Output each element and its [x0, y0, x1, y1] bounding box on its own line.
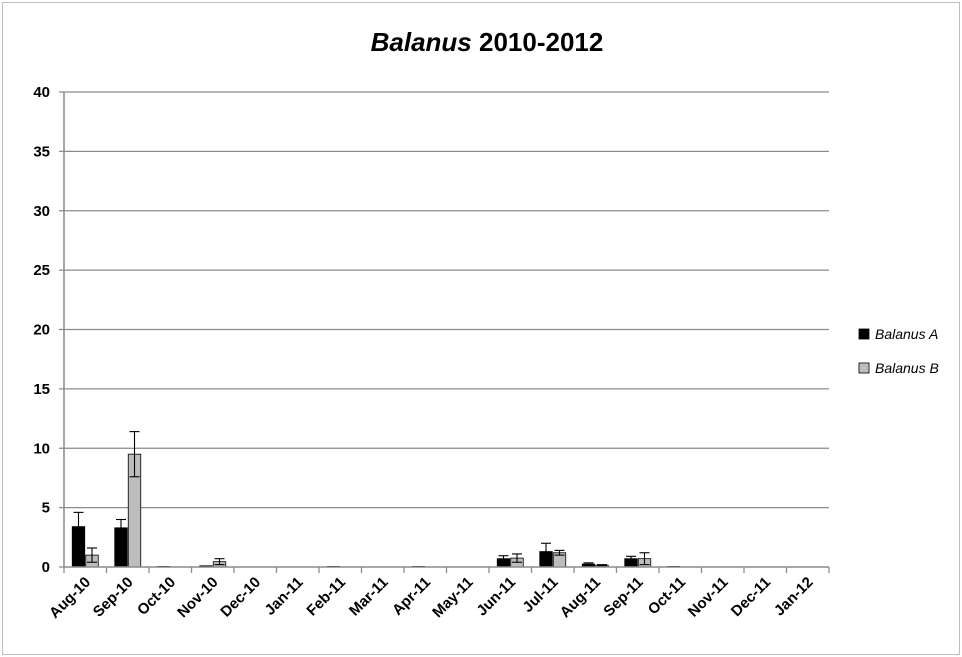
error-bar: [541, 542, 551, 561]
x-tick-label: Aug-11: [557, 574, 604, 621]
legend-swatch: [858, 328, 870, 340]
x-tick-label: Oct-11: [645, 574, 689, 618]
error-bar: [498, 555, 509, 563]
x-tick-label: Jul-11: [519, 574, 561, 616]
error-bar: [626, 555, 636, 562]
error-bar: [73, 511, 84, 542]
y-tick-label: 20: [33, 322, 50, 339]
legend: Balanus A Balanus B: [858, 326, 939, 376]
x-tick-label: Feb-11: [303, 574, 349, 620]
error-bar: [116, 518, 126, 537]
y-tick-label: 15: [33, 381, 50, 398]
x-tick-label: Nov-11: [685, 574, 732, 621]
x-tick-label: Jan-11: [262, 574, 307, 619]
x-tick-label: Oct-10: [134, 574, 179, 619]
y-tick-label: 0: [42, 559, 50, 576]
error-bar: [87, 547, 97, 563]
y-tick-label: 40: [33, 84, 50, 101]
y-tick-label: 10: [33, 440, 50, 457]
x-tick-label: Jun-11: [473, 574, 519, 620]
error-bar: [639, 552, 650, 566]
x-tick-label: Sep-11: [600, 574, 646, 620]
legend-label: Balanus A: [875, 326, 938, 342]
x-tick-label: Apr-11: [389, 574, 434, 619]
legend-item: Balanus A: [858, 326, 938, 342]
chart-title-italic: Balanus: [371, 27, 472, 57]
y-axis-ticks: 0 5 10 15 20 25 30 35 40: [33, 84, 64, 576]
error-bar: [597, 564, 607, 567]
x-tick-label: May-11: [429, 574, 476, 621]
error-bar: [214, 558, 225, 566]
chart-title-years: 2010-2012: [479, 27, 603, 57]
legend-swatch: [858, 362, 870, 374]
x-tick-label: Jan-12: [771, 574, 817, 620]
error-bar: [129, 431, 140, 478]
x-tick-label: Sep-10: [90, 574, 137, 621]
x-tick-label: Dec-11: [728, 574, 774, 620]
legend-item: Balanus B: [858, 360, 939, 376]
error-bars: [73, 431, 650, 567]
x-tick-label: Dec-10: [217, 574, 264, 621]
grid-layer: [64, 91, 829, 509]
y-tick-label: 5: [42, 500, 50, 517]
x-tick-label: Mar-11: [346, 574, 392, 620]
y-tick-label: 30: [33, 203, 50, 220]
x-axis-ticks: Aug-10Sep-10Oct-10Nov-10Dec-10Jan-11Feb-…: [46, 567, 830, 622]
chart-title: Balanus 2010-2012: [371, 27, 604, 57]
x-tick-label: Aug-10: [46, 574, 94, 622]
error-bar: [583, 562, 594, 566]
legend-label: Balanus B: [875, 360, 939, 376]
y-tick-label: 35: [33, 143, 50, 160]
bars: [71, 453, 681, 568]
error-bar: [554, 549, 565, 556]
y-tick-label: 25: [33, 262, 50, 279]
x-tick-label: Nov-10: [174, 574, 221, 621]
chart-svg: Balanus 2010-2012 0 5 10 15 20 25 30 35 40 Aug-1…: [33, 27, 939, 622]
error-bar: [512, 553, 522, 563]
